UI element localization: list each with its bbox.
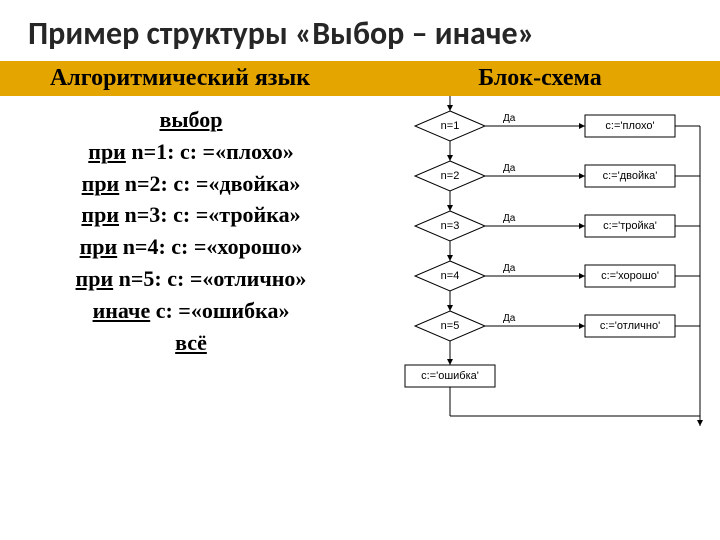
algo-line: при n=1: c: =«плохо» [40,136,342,168]
algo-keyword: всё [175,330,207,355]
header-right: Блок-схема [360,61,720,96]
svg-text:c:='тройка': c:='тройка' [603,220,657,232]
svg-text:Да: Да [503,163,516,174]
algo-keyword: при [81,202,119,227]
svg-text:n=4: n=4 [441,270,460,282]
svg-text:Да: Да [503,113,516,124]
svg-text:c:='отлично': c:='отлично' [600,320,660,332]
algo-line: при n=4: c: =«хорошо» [40,231,342,263]
flowchart-panel: n=1 Да c:='плохо' n=2 Да c:='двойка' n=3 Да c:='… [360,96,720,426]
algo-line: всё [40,327,342,359]
algo-keyword: выбор [159,107,222,132]
algo-keyword: иначе [93,298,151,323]
algo-line: при n=2: c: =«двойка» [40,168,342,200]
header-left: Алгоритмический язык [0,61,360,96]
content-row: выбор при n=1: c: =«плохо»при n=2: c: =«д… [0,96,720,426]
algo-line: выбор [40,104,342,136]
svg-text:c:='плохо': c:='плохо' [605,120,654,132]
algorithm-panel: выбор при n=1: c: =«плохо»при n=2: c: =«д… [0,96,360,426]
svg-text:c:='ошибка': c:='ошибка' [421,370,479,382]
algo-line: иначе с: =«ошибка» [40,295,342,327]
svg-text:c:='двойка': c:='двойка' [603,170,658,182]
algo-keyword: при [82,171,120,196]
slide-title: Пример структуры «Выбор – иначе» [0,0,720,61]
algo-line: при n=3: c: =«тройка» [40,199,342,231]
svg-text:Да: Да [503,213,516,224]
svg-text:n=2: n=2 [441,170,460,182]
algo-keyword: при [80,234,118,259]
header-row: Алгоритмический язык Блок-схема [0,61,720,96]
algo-line: при n=5: c: =«отлично» [40,263,342,295]
svg-text:Да: Да [503,313,516,324]
algo-keyword: при [88,139,126,164]
algo-keyword: при [76,266,114,291]
flowchart-svg: n=1 Да c:='плохо' n=2 Да c:='двойка' n=3 Да c:='… [360,96,720,426]
svg-text:Да: Да [503,263,516,274]
svg-text:c:='хорошо': c:='хорошо' [601,270,659,282]
svg-text:n=5: n=5 [441,320,460,332]
svg-text:n=1: n=1 [441,120,460,132]
svg-text:n=3: n=3 [441,220,460,232]
